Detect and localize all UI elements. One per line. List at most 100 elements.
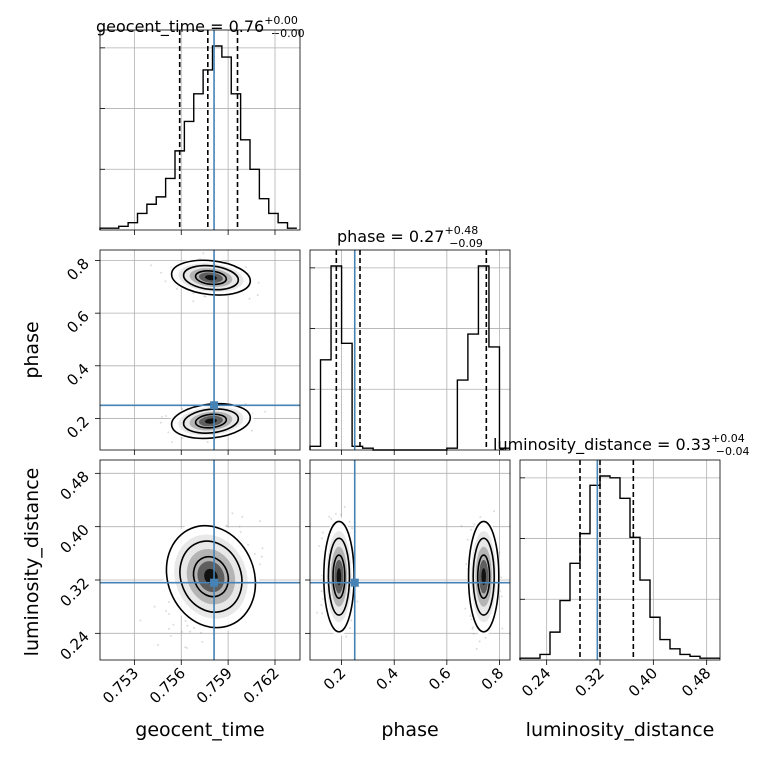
sample-point — [186, 647, 189, 650]
sample-point — [165, 610, 168, 613]
xtick-label: 0.4 — [372, 664, 402, 694]
sample-point — [245, 266, 248, 269]
sample-point — [189, 630, 192, 633]
sample-point — [250, 429, 253, 432]
sample-point — [320, 590, 323, 593]
contour-line — [194, 270, 228, 286]
sample-point — [160, 271, 163, 274]
truth-point — [210, 401, 219, 410]
sample-point — [241, 515, 244, 518]
sample-point — [181, 436, 184, 439]
sample-point — [253, 552, 256, 555]
sample-point — [164, 280, 167, 283]
sample-point — [192, 300, 195, 303]
histogram-phase — [309, 265, 510, 451]
ytick-label: 0.24 — [56, 627, 92, 663]
sample-point — [475, 647, 478, 650]
panel-frame — [99, 459, 301, 661]
sample-point — [203, 295, 206, 298]
xtick-label: 0.753 — [99, 664, 142, 707]
sample-point — [330, 517, 333, 520]
histogram-geocent_time — [99, 45, 297, 230]
xtick-label: 0.8 — [478, 664, 508, 694]
contour-line — [179, 540, 243, 613]
contour-line — [476, 554, 491, 600]
sample-point — [156, 643, 159, 646]
sample-point — [169, 635, 172, 638]
sample-point — [261, 547, 264, 550]
sample-point — [320, 603, 323, 606]
sample-point — [500, 595, 503, 598]
ytick-label: 0.32 — [56, 574, 92, 610]
sample-point — [204, 295, 207, 298]
sample-point — [167, 601, 170, 604]
sample-point — [348, 627, 351, 630]
xtick-label: 0.24 — [518, 664, 554, 700]
sample-point — [478, 640, 481, 643]
sample-point — [181, 407, 184, 410]
density-level — [336, 568, 342, 586]
sample-point — [465, 563, 468, 566]
sample-point — [153, 605, 156, 608]
sample-point — [257, 281, 260, 284]
sample-point — [351, 527, 354, 530]
ytick-label: 0.6 — [63, 307, 93, 337]
xtick-label: 0.48 — [678, 664, 714, 700]
panel-frame — [99, 29, 301, 231]
sample-point — [471, 626, 474, 629]
sample-point — [464, 607, 467, 610]
sample-point — [498, 551, 501, 554]
panel-geocent_time-vs-luminosity_distance — [100, 460, 300, 660]
contour-line — [170, 402, 252, 440]
sample-point — [484, 636, 487, 639]
ylabel-phase: phase — [21, 321, 43, 378]
sample-point — [248, 297, 251, 300]
sample-point — [231, 512, 234, 515]
xtick-label: 0.6 — [425, 664, 455, 694]
contour-line — [182, 264, 240, 291]
truth-point — [210, 578, 219, 587]
sample-point — [356, 600, 359, 603]
ylabel-luminosity-distance: luminosity_distance — [21, 468, 43, 657]
contour-line — [327, 537, 351, 616]
contour-line — [472, 537, 496, 616]
xtick-label: 0.2 — [320, 664, 350, 694]
contour-line — [165, 524, 257, 629]
ytick-label: 0.4 — [63, 360, 93, 390]
xlabel-geocent-time: geocent_time — [135, 719, 264, 741]
sample-point — [184, 620, 187, 623]
ytick-label: 0.8 — [63, 255, 93, 285]
title-geocent-time: geocent_time = 0.76+0.00 −0.00 — [96, 14, 305, 40]
sample-point — [256, 294, 259, 297]
sample-point — [164, 415, 167, 418]
xtick-label: 0.756 — [146, 664, 189, 707]
sample-point — [167, 431, 170, 434]
sample-point — [318, 545, 321, 548]
sample-point — [339, 513, 342, 516]
sample-point — [469, 615, 472, 618]
sample-point — [321, 612, 324, 615]
title-luminosity-distance: luminosity_distance = 0.33+0.04 −0.04 — [493, 432, 750, 458]
sample-point — [328, 515, 331, 518]
sample-point — [345, 635, 348, 638]
sample-point — [470, 528, 473, 531]
density-level — [481, 568, 486, 586]
sample-point — [167, 627, 170, 630]
sample-point — [471, 628, 474, 631]
truth-point — [350, 578, 359, 587]
xtick-label: 0.40 — [625, 664, 661, 700]
contour-line — [467, 520, 500, 633]
xlabel-luminosity-distance: luminosity_distance — [526, 719, 715, 741]
panel-geocent_time-vs-phase — [100, 250, 300, 450]
sample-point — [264, 410, 267, 413]
sample-point — [472, 632, 475, 635]
xtick-label: 0.759 — [193, 664, 236, 707]
sample-point — [239, 530, 242, 533]
sample-point — [321, 597, 324, 600]
contour-line — [194, 413, 228, 429]
panel-frame — [309, 459, 511, 661]
sample-point — [186, 624, 189, 627]
ytick-label: 0.48 — [56, 467, 92, 503]
sample-point — [473, 523, 476, 526]
